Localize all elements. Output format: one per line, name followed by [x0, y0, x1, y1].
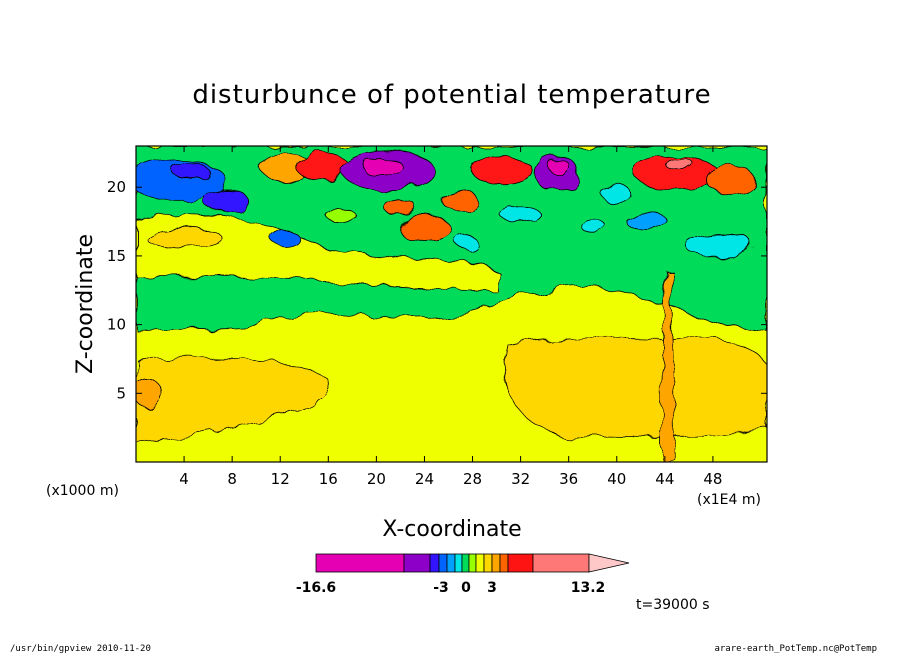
- colorbar-segment: [483, 553, 493, 573]
- blob-blue-12: [271, 231, 301, 248]
- x-tick-label: 16: [319, 470, 338, 488]
- blob-orange-27: [442, 190, 479, 212]
- x-tick-label: 44: [655, 470, 674, 488]
- blob-pink-45: [666, 158, 695, 172]
- x-tick-label: 24: [415, 470, 434, 488]
- y-axis-label: Z-coordinate: [73, 234, 98, 374]
- x-tick-label: 28: [463, 470, 482, 488]
- x-axis: 4 8 12 16 20 24 28 32 36 40 44 48: [179, 146, 722, 488]
- colorbar-segment: [454, 553, 463, 573]
- y-tick-label: 10: [107, 316, 126, 334]
- colorbar-min-label: -16.6: [296, 580, 336, 596]
- colorbar: -3 0 3: [315, 553, 630, 596]
- x-axis-label: X-coordinate: [382, 517, 521, 542]
- plot-area: [136, 146, 767, 462]
- y-tick-label: 20: [107, 178, 126, 196]
- colorbar-segment: [315, 553, 405, 573]
- x-tick-label: 48: [703, 470, 722, 488]
- x-tick-label: 36: [559, 470, 578, 488]
- x-tick-label: 4: [179, 470, 189, 488]
- colorbar-segment: [429, 553, 440, 573]
- blob-cyan-27: [456, 234, 477, 250]
- blob-orange-49: [706, 165, 756, 195]
- region-warm-left: [136, 357, 331, 445]
- colorbar-segment: [446, 553, 456, 573]
- plot-frame: [135, 145, 768, 463]
- region-warm-left-core: [136, 378, 163, 408]
- blob-cyan-48: [684, 232, 754, 258]
- region-plume: [659, 269, 678, 462]
- x-scale-label: (x1E4 m): [697, 492, 761, 508]
- blob-cyan-38: [580, 218, 606, 234]
- footer-right: arare-earth_PotTemp.nc@PotTemp: [714, 644, 877, 654]
- x-tick-label: 40: [607, 470, 626, 488]
- footer-left: /usr/bin/gpview 2010-11-20: [10, 644, 151, 654]
- blob-cyan-40: [602, 183, 632, 205]
- colorbar-tick-label: 0: [461, 580, 471, 596]
- x-tick-label: 12: [271, 470, 290, 488]
- colorbar-segment: [461, 553, 470, 573]
- region-orange-patch: [145, 227, 223, 249]
- colorbar-segment: [499, 553, 509, 573]
- colorbar-segment: [507, 553, 534, 573]
- y-axis: 5 10 15 20: [107, 178, 767, 402]
- blob-lime-17: [325, 206, 355, 224]
- blob-darkblue-left2: [203, 188, 249, 214]
- colorbar-segment: [491, 553, 501, 573]
- y-tick-label: 5: [116, 384, 126, 402]
- blob-cyan-32: [500, 206, 542, 224]
- colorbar-segment: [403, 553, 431, 573]
- colorbar-segment: [475, 553, 485, 573]
- chart-title: disturbunce of potential temperature: [192, 80, 711, 110]
- colorbar-max-label: 13.2: [571, 580, 606, 596]
- blob-lightblue-42: [626, 211, 668, 232]
- contour-regions: [136, 146, 767, 462]
- colorbar-segment: [438, 553, 448, 573]
- region-warm-right: [505, 337, 767, 439]
- x-tick-label: 8: [227, 470, 237, 488]
- blob-darkblue-left: [171, 162, 209, 180]
- colorbar-segment: [532, 553, 590, 573]
- time-label: t=39000 s: [636, 597, 710, 613]
- x-tick-label: 32: [511, 470, 530, 488]
- blob-orange-24: [398, 216, 451, 241]
- region-yellow-tongue: [136, 213, 497, 291]
- x-unit-label: (x1000 m): [46, 483, 119, 499]
- colorbar-segment: [468, 553, 477, 573]
- blob-orange-22: [384, 199, 417, 217]
- blob-red-15: [295, 152, 349, 182]
- colorbar-tick-label: 3: [487, 580, 497, 596]
- blob-magenta-35: [548, 158, 570, 176]
- colorbar-extend-arrow: [588, 553, 630, 573]
- colorbar-tick-label: -3: [433, 580, 449, 596]
- blob-magenta-20: [361, 157, 403, 177]
- x-tick-label: 20: [367, 470, 386, 488]
- blob-red-30: [472, 156, 533, 186]
- y-tick-label: 15: [107, 247, 126, 265]
